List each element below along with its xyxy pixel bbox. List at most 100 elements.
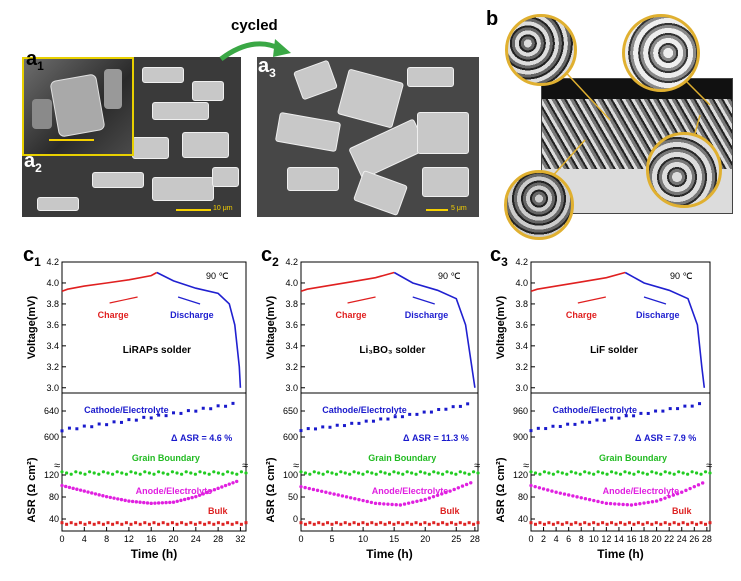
c2-bulk-point xyxy=(454,522,458,526)
c2-gb-point xyxy=(445,470,449,474)
c2-cathode-point xyxy=(458,404,462,408)
c3-anode-point xyxy=(592,498,596,503)
c2-anode-point xyxy=(469,481,473,485)
c1-anode-point xyxy=(194,494,198,499)
c2-delta-asr: Δ ASR = 11.3 % xyxy=(403,433,469,443)
c1-cathode-point xyxy=(194,409,198,413)
c2-bulk-point xyxy=(308,521,312,525)
c1-gb-point xyxy=(170,470,174,474)
c3-cathode-point xyxy=(676,407,680,411)
c3-anode-point xyxy=(583,497,588,501)
c3-xlabel: Time (h) xyxy=(597,547,643,561)
c1-gb-point xyxy=(226,470,230,474)
c2-gb-point xyxy=(374,472,378,476)
c2-bulk-point xyxy=(370,521,374,525)
c3-anode-point xyxy=(558,491,563,495)
c1-anode-point xyxy=(86,490,90,494)
c3-break-left: ≈ xyxy=(523,460,529,472)
c2-xtick-label: 15 xyxy=(389,534,399,544)
c2-asr-lower-tick: 50 xyxy=(288,492,298,502)
cycled-label: cycled xyxy=(231,17,278,34)
c3-xtick-label: 0 xyxy=(528,534,533,544)
c3-bulk-point xyxy=(654,521,658,525)
c2-anode-point xyxy=(456,486,461,490)
c2-bulk-point xyxy=(392,522,396,526)
c2-asr-upper-tick: 650 xyxy=(283,406,298,416)
c3-bulk-point xyxy=(614,522,618,526)
c1-bulk-point xyxy=(152,521,156,525)
c2-asr-upper-tick: 600 xyxy=(283,432,298,442)
c1-vtick-label: 3.4 xyxy=(46,341,59,351)
c3-anode-point xyxy=(541,487,546,491)
c3-anode-point xyxy=(684,488,688,493)
c1-gb-point xyxy=(83,472,87,476)
c2-bulk-point xyxy=(401,522,405,526)
c2-bulk-point xyxy=(418,522,422,526)
c3-cathode-point xyxy=(529,429,533,433)
label-a3: a3 xyxy=(258,55,276,80)
c1-vtick-label: 3.2 xyxy=(46,362,59,372)
c3-bulk-point xyxy=(650,522,654,526)
c3-gb-point xyxy=(587,471,591,475)
c1-anode-point xyxy=(134,500,139,504)
label-b: b xyxy=(486,8,499,30)
c3-asr-lower-tick: 80 xyxy=(518,492,528,502)
c2-anode-point xyxy=(411,500,415,504)
c1-anode-point xyxy=(227,482,231,486)
c3-anode-point xyxy=(696,483,701,487)
c2-bulk-point xyxy=(379,521,383,525)
c2-gb-point xyxy=(330,471,334,475)
c3-gb-point xyxy=(708,471,712,475)
c3-bulk-point xyxy=(672,521,676,525)
c3-bulk-point xyxy=(560,522,564,526)
c1-bulk-point xyxy=(129,522,133,526)
c2-anode-point xyxy=(398,503,403,507)
c3-bulk-point xyxy=(623,522,627,526)
c1-gb-point xyxy=(235,472,239,476)
c1-asr-upper-tick: 640 xyxy=(44,406,59,416)
c3-gb-point xyxy=(533,471,538,475)
c3-bulk-point xyxy=(663,521,667,525)
c3-cathode-point xyxy=(624,414,628,418)
c2-gb-point xyxy=(303,471,308,475)
c1-charge-arrow xyxy=(109,296,138,304)
c1-xtick-label: 16 xyxy=(146,534,156,544)
c2-anode-point xyxy=(382,502,386,506)
c2-anode-point xyxy=(460,484,465,488)
c2-anode-point xyxy=(353,497,357,501)
c2-xtick-label: 10 xyxy=(358,534,368,544)
c2-bulk-point xyxy=(303,522,307,526)
c3-voltage-ylabel: Voltage(mV) xyxy=(495,295,507,359)
c3-anode-point xyxy=(663,496,667,500)
c2-gb-point xyxy=(410,471,414,475)
c1-bulk-point xyxy=(138,522,142,526)
c1-xtick-label: 24 xyxy=(191,534,201,544)
c1-gb-point xyxy=(134,471,138,475)
c1-anode-point xyxy=(101,494,105,498)
c1-bulk-point xyxy=(203,522,207,526)
c1-bulk-point xyxy=(60,521,64,525)
c3-cathode-point xyxy=(646,411,650,415)
c1-frame xyxy=(61,261,247,532)
c3-cathode-point xyxy=(617,416,621,420)
c2-cathode-point xyxy=(350,421,354,425)
c3-gb-point xyxy=(596,470,600,474)
c3-anode-point xyxy=(608,501,613,506)
c3-xtick-label: 18 xyxy=(639,534,649,544)
c1-bulk-point xyxy=(216,521,220,525)
c2-cathode-point xyxy=(451,405,455,409)
c3-bulk-point xyxy=(619,521,622,525)
c3-gb-point xyxy=(636,470,641,474)
c3-anode-point xyxy=(596,499,600,504)
c1-anode-point xyxy=(123,498,127,503)
c1-cathode-point xyxy=(75,427,79,431)
c2-bulk-point xyxy=(348,522,352,526)
c3-anode-point xyxy=(537,486,542,490)
c1-asr-lower-tick: 80 xyxy=(49,492,59,502)
c3-gb-point xyxy=(551,472,555,476)
c1-gb-point xyxy=(216,471,220,475)
c3-bulk-point xyxy=(636,521,640,525)
c2-bulk-point xyxy=(472,522,476,526)
c3-discharge-arrow xyxy=(643,296,667,305)
c3-bulk-point xyxy=(601,521,605,525)
